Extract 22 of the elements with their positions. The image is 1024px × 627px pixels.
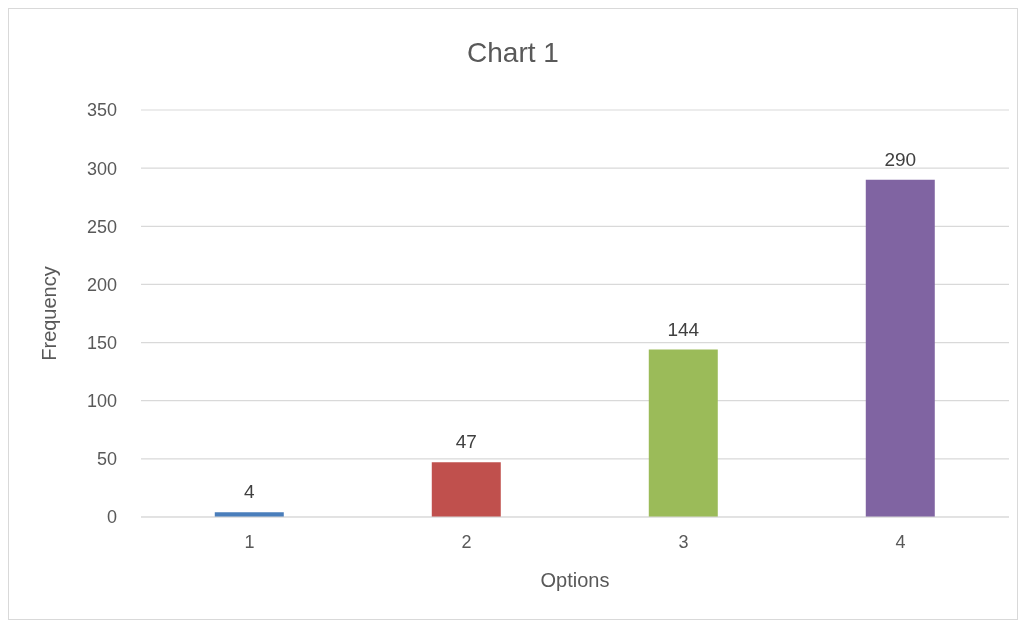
- data-label: 4: [243, 481, 255, 503]
- bar: [431, 462, 501, 517]
- y-tick-label: 0: [106, 507, 117, 528]
- x-tick-label: 1: [244, 531, 255, 552]
- data-label: 290: [884, 148, 917, 170]
- bar: [865, 179, 935, 517]
- y-tick-label: 100: [86, 391, 117, 412]
- data-label: 47: [455, 431, 477, 453]
- x-axis-title: Options: [540, 569, 610, 591]
- y-axis-title: Frequency: [38, 266, 61, 361]
- y-tick-label: 200: [86, 274, 117, 295]
- x-tick-label: 3: [678, 531, 689, 552]
- chart-title: Chart 1: [466, 37, 560, 69]
- y-tick-label: 350: [86, 100, 117, 121]
- y-tick-label: 250: [86, 216, 117, 237]
- y-tick-label: 50: [96, 449, 117, 470]
- y-tick-label: 300: [86, 158, 117, 179]
- y-tick-label: 150: [86, 332, 117, 353]
- x-tick-label: 4: [895, 531, 906, 552]
- x-tick-label: 2: [461, 531, 472, 552]
- bar: [648, 349, 718, 517]
- data-label: 144: [667, 318, 700, 340]
